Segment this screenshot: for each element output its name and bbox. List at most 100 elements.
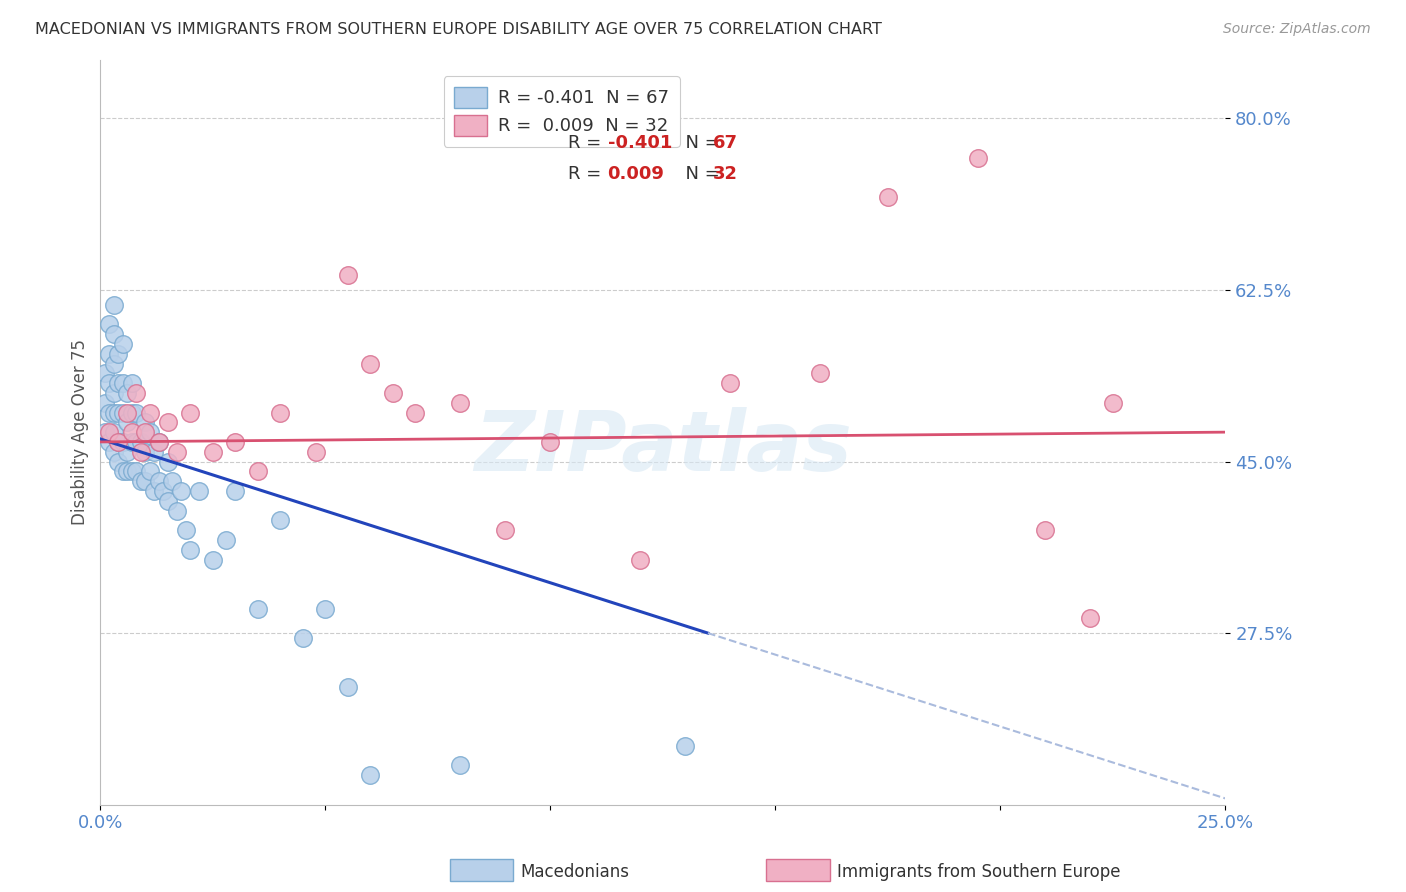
Point (125, 385, 148, 400)
Point (673, 739, 696, 753)
Point (103, 444, 125, 458)
Text: R =: R = (568, 134, 607, 152)
Point (94, 425, 117, 439)
Point (148, 434, 170, 449)
Point (121, 434, 143, 449)
Point (98, 347, 121, 361)
Point (98, 376, 121, 391)
Point (94, 367, 117, 381)
Point (359, 357, 381, 371)
Point (179, 542, 201, 557)
Point (152, 483, 174, 498)
Point (134, 415, 156, 429)
Text: 32: 32 (713, 165, 738, 183)
Point (314, 601, 336, 615)
Point (134, 444, 156, 458)
Point (107, 454, 129, 468)
Point (107, 347, 129, 361)
Point (98, 318, 121, 332)
Point (156, 454, 179, 468)
Point (269, 513, 291, 527)
Point (381, 385, 404, 400)
Point (121, 405, 143, 419)
Point (494, 523, 516, 537)
Text: -0.401: -0.401 (607, 134, 672, 152)
Point (103, 357, 125, 371)
Point (111, 405, 134, 419)
Point (359, 768, 381, 782)
Point (1102, 395, 1125, 409)
Point (107, 376, 129, 391)
Point (117, 405, 139, 419)
Point (162, 474, 184, 488)
Point (129, 474, 152, 488)
Point (877, 190, 900, 204)
Point (628, 552, 651, 566)
Point (148, 434, 170, 449)
Point (148, 474, 170, 488)
Point (117, 415, 139, 429)
Point (1035, 523, 1057, 537)
Text: Source: ZipAtlas.com: Source: ZipAtlas.com (1223, 22, 1371, 37)
Point (111, 434, 134, 449)
Point (103, 298, 125, 312)
Text: Immigrants from Southern Europe: Immigrants from Southern Europe (837, 863, 1121, 881)
Point (121, 464, 143, 478)
Point (201, 444, 224, 458)
Point (174, 523, 197, 537)
Point (139, 464, 162, 478)
Point (125, 464, 148, 478)
Point (107, 405, 129, 419)
Point (111, 464, 134, 478)
Point (98, 425, 121, 439)
Point (103, 385, 125, 400)
Point (129, 434, 152, 449)
Point (94, 395, 117, 409)
Text: ZIPatlas: ZIPatlas (474, 407, 852, 488)
Point (1080, 611, 1102, 625)
Point (449, 395, 471, 409)
Point (107, 434, 129, 449)
Point (121, 376, 143, 391)
Point (166, 444, 188, 458)
Point (111, 337, 134, 351)
Point (117, 464, 139, 478)
Point (224, 483, 246, 498)
Point (188, 483, 211, 498)
Point (720, 376, 742, 391)
Point (117, 444, 139, 458)
Point (404, 405, 426, 419)
Point (246, 464, 269, 478)
Point (143, 483, 166, 498)
Point (111, 376, 134, 391)
Point (139, 405, 162, 419)
Point (201, 552, 224, 566)
Point (967, 151, 990, 165)
Point (134, 474, 156, 488)
Text: MACEDONIAN VS IMMIGRANTS FROM SOUTHERN EUROPE DISABILITY AGE OVER 75 CORRELATION: MACEDONIAN VS IMMIGRANTS FROM SOUTHERN E… (35, 22, 882, 37)
Point (449, 758, 471, 772)
Point (166, 503, 188, 517)
Point (179, 405, 201, 419)
Text: R =: R = (568, 165, 607, 183)
Point (810, 367, 832, 381)
Text: 0.009: 0.009 (607, 165, 665, 183)
Legend: R = -0.401  N = 67, R =  0.009  N = 32: R = -0.401 N = 67, R = 0.009 N = 32 (444, 76, 679, 146)
Point (103, 405, 125, 419)
Point (170, 483, 193, 498)
Point (125, 434, 148, 449)
Point (98, 434, 121, 449)
Y-axis label: Disability Age Over 75: Disability Age Over 75 (72, 339, 89, 525)
Point (103, 425, 125, 439)
Point (103, 327, 125, 342)
Point (139, 425, 162, 439)
Point (224, 434, 246, 449)
Text: N =: N = (673, 165, 725, 183)
Point (538, 434, 561, 449)
Point (98, 405, 121, 419)
Point (269, 405, 291, 419)
Text: Macedonians: Macedonians (520, 863, 630, 881)
Point (156, 415, 179, 429)
Point (117, 385, 139, 400)
Point (107, 434, 129, 449)
